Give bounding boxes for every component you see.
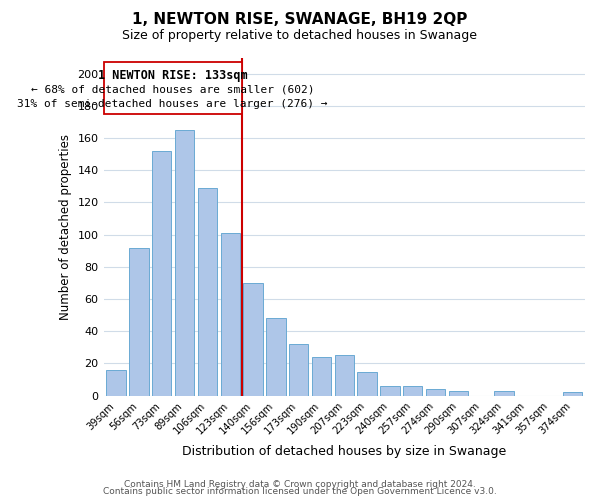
Bar xyxy=(266,318,286,396)
Text: 1 NEWTON RISE: 133sqm: 1 NEWTON RISE: 133sqm xyxy=(98,68,247,82)
Bar xyxy=(289,344,308,396)
Bar xyxy=(244,283,263,396)
Text: Contains public sector information licensed under the Open Government Licence v3: Contains public sector information licen… xyxy=(103,488,497,496)
Bar xyxy=(175,130,194,396)
Bar xyxy=(198,188,217,396)
Text: 31% of semi-detached houses are larger (276) →: 31% of semi-detached houses are larger (… xyxy=(17,99,328,109)
Bar xyxy=(221,233,240,396)
Bar xyxy=(106,370,126,396)
FancyBboxPatch shape xyxy=(104,62,242,114)
Bar xyxy=(152,151,172,396)
Bar xyxy=(335,356,354,396)
Bar xyxy=(449,391,468,396)
Text: ← 68% of detached houses are smaller (602): ← 68% of detached houses are smaller (60… xyxy=(31,84,314,94)
Bar xyxy=(312,357,331,396)
Bar xyxy=(129,248,149,396)
Bar xyxy=(494,391,514,396)
Y-axis label: Number of detached properties: Number of detached properties xyxy=(59,134,72,320)
Bar xyxy=(426,389,445,396)
Bar xyxy=(380,386,400,396)
Bar xyxy=(563,392,582,396)
Text: 1, NEWTON RISE, SWANAGE, BH19 2QP: 1, NEWTON RISE, SWANAGE, BH19 2QP xyxy=(133,12,467,28)
X-axis label: Distribution of detached houses by size in Swanage: Distribution of detached houses by size … xyxy=(182,444,506,458)
Bar xyxy=(358,372,377,396)
Text: Contains HM Land Registry data © Crown copyright and database right 2024.: Contains HM Land Registry data © Crown c… xyxy=(124,480,476,489)
Text: Size of property relative to detached houses in Swanage: Size of property relative to detached ho… xyxy=(122,29,478,42)
Bar xyxy=(403,386,422,396)
